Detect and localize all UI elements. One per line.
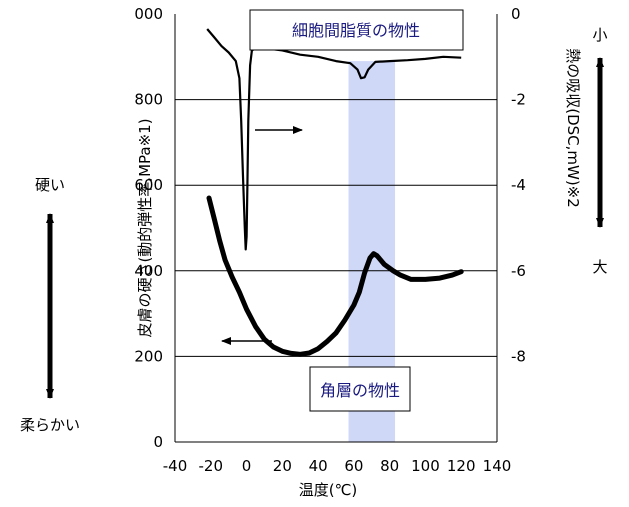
left-y-axis-title: 皮膚の硬さ(動的弾性率,MPa※1) (136, 118, 154, 337)
x-axis-title: 温度(℃) (299, 481, 358, 499)
right-y-tick-labels: 0 -2 -4 -6 -8 (511, 5, 526, 365)
series-dsc-line (206, 28, 462, 251)
x-tick-label: 140 (483, 457, 512, 475)
left-y-tick-label: 200 (134, 347, 163, 365)
side-label-soft: 柔らかい (20, 416, 80, 434)
left-y-tick-label: 800 (134, 91, 163, 109)
lipid-label: 細胞間脂質の物性 (292, 21, 420, 40)
x-tick-label: 20 (273, 457, 292, 475)
right-y-tick-label: -4 (511, 176, 526, 194)
x-tick-label: -40 (163, 457, 188, 475)
x-tick-labels: -40 -20 0 20 40 60 80 100 120 140 (163, 457, 512, 475)
side-label-hard: 硬い (35, 176, 65, 194)
left-y-tick-labels: 0 200 400 600 800 000 (134, 5, 163, 451)
stratum-label: 角層の物性 (320, 381, 400, 400)
side-label-large: 大 (592, 258, 607, 276)
left-y-tick-label: 0 (153, 433, 163, 451)
stratum-label-box (309, 366, 411, 412)
gridlines (175, 99, 497, 357)
x-tick-label: 100 (411, 457, 440, 475)
right-y-tick-label: 0 (511, 5, 521, 23)
left-y-tick-label: 600 (134, 176, 163, 194)
right-y-tick-label: -2 (511, 91, 526, 109)
left-y-tick-label: 000 (134, 5, 163, 23)
x-tick-label: 120 (447, 457, 476, 475)
x-tick-label: 0 (242, 457, 252, 475)
right-y-axis-title: 熱の吸収(DSC,mW)※2 (564, 48, 582, 208)
right-y-tick-label: -8 (511, 347, 526, 365)
left-y-tick-label: 400 (134, 262, 163, 280)
x-tick-label: 80 (380, 457, 399, 475)
right-y-tick-label: -6 (511, 262, 526, 280)
x-tick-label: -20 (199, 457, 224, 475)
x-tick-label: 40 (309, 457, 328, 475)
side-label-small: 小 (592, 26, 607, 44)
lipid-label-box (249, 9, 464, 51)
x-tick-label: 60 (344, 457, 363, 475)
series-modulus-line (206, 195, 464, 357)
